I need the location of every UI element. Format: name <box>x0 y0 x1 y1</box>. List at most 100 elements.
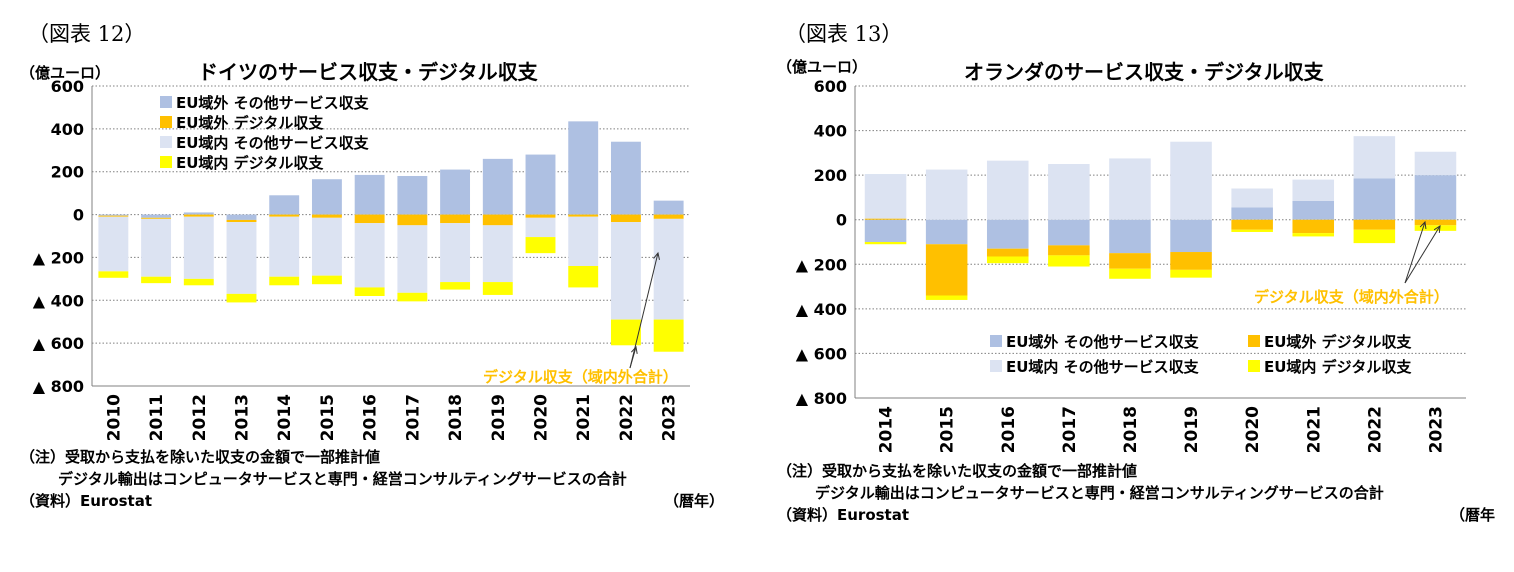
bar-intra_other-2012 <box>183 216 214 279</box>
bar-intra_other-2019 <box>1170 141 1212 220</box>
legend-entry: EU域内 その他サービス収支 <box>1006 358 1200 376</box>
y-tick-label: ▲ 800 <box>796 389 847 408</box>
annotation-arrowhead <box>1419 220 1427 230</box>
x-tick-label: 2012 <box>190 394 210 441</box>
bar-intra_other-2011 <box>141 218 172 277</box>
bar-intra_digital-2010 <box>98 271 129 278</box>
y-tick-label: ▲ 200 <box>796 255 847 274</box>
bar-intra_digital-2023 <box>653 319 684 352</box>
x-tick-label: 2019 <box>489 394 509 441</box>
bar-intra_digital-2015 <box>925 295 968 300</box>
bar-extra_other-2016 <box>354 174 385 215</box>
chart-panel-netherlands: （図表 13） オランダのサービス収支・デジタル収支 （億ユーロ） 600 400… <box>757 0 1514 572</box>
legend-entry: EU域内 デジタル収支 <box>176 154 324 172</box>
note-line-1: （注）受取から支払を除いた収支の金額で一部推計値 <box>20 448 381 466</box>
x-tick-label: 2022 <box>617 394 637 441</box>
bar-extra_digital-2020 <box>525 214 556 218</box>
legend-entry: EU域内 その他サービス収支 <box>176 134 370 152</box>
bar-extra_digital-2017 <box>1048 245 1090 256</box>
bar-intra_other-2022 <box>610 222 641 320</box>
bar-extra_digital-2019 <box>482 214 513 226</box>
note-line-2: デジタル輸出はコンピュータサービスと専門・経営コンサルティングサービスの合計 <box>815 484 1384 502</box>
notes: （注）受取から支払を除いた収支の金額で一部推計値 デジタル輸出はコンピュータサー… <box>20 446 627 512</box>
source-line: （資料）Eurostat <box>20 492 153 510</box>
bar-extra_other-2015 <box>311 179 342 215</box>
bar-extra_other-2017 <box>397 176 428 215</box>
bar-extra_other-2015 <box>925 219 968 245</box>
bar-intra_other-2021 <box>568 216 599 266</box>
bar-intra_other-2014 <box>864 174 907 219</box>
y-tick-label: 400 <box>814 122 847 141</box>
y-unit-label: （億ユーロ） <box>20 64 111 82</box>
legend-entry: EU域外 デジタル収支 <box>1264 333 1412 351</box>
x-unit-label: （暦年 <box>1450 506 1496 524</box>
legend: EU域外 その他サービス収支 EU域外 デジタル収支 EU域内 その他サービス収支 E… <box>160 94 370 172</box>
bar-intra_digital-2023 <box>1414 225 1457 231</box>
legend-swatch-extra_digital <box>160 116 172 128</box>
bar-intra_digital-2011 <box>141 276 172 284</box>
x-tick-label: 2022 <box>1365 406 1385 453</box>
x-tick-label: 2019 <box>1182 406 1202 453</box>
x-tick-label: 2010 <box>104 394 124 441</box>
bar-extra_other-2022 <box>1353 178 1396 220</box>
source-line: （資料）Eurostat <box>777 506 910 524</box>
x-tick-label: 2018 <box>1121 406 1141 453</box>
y-tick-label: ▲ 400 <box>33 291 84 310</box>
legend-swatch-extra_other <box>160 96 172 108</box>
bar-intra_digital-2016 <box>354 287 385 296</box>
legend-entry: EU域外 デジタル収支 <box>176 114 324 132</box>
bar-extra_digital-2019 <box>1170 252 1212 270</box>
bar-intra_other-2020 <box>525 217 556 238</box>
bar-intra_other-2018 <box>440 223 471 283</box>
bar-extra_other-2019 <box>482 158 513 215</box>
y-tick-label: ▲ 200 <box>33 248 84 267</box>
bar-intra_digital-2012 <box>183 278 214 286</box>
note-line-1: （注）受取から支払を除いた収支の金額で一部推計値 <box>777 462 1138 480</box>
y-tick-label: 600 <box>814 77 847 96</box>
annotation-label: デジタル収支（域内外合計） <box>483 368 678 386</box>
y-tick-label: 0 <box>836 211 847 230</box>
bar-intra_other-2017 <box>1048 164 1090 220</box>
x-tick-label: 2013 <box>233 394 253 441</box>
note-line-2: デジタル輸出はコンピュータサービスと専門・経営コンサルティングサービスの合計 <box>58 470 627 488</box>
notes: （注）受取から支払を除いた収支の金額で一部推計値 デジタル輸出はコンピュータサー… <box>777 460 1384 526</box>
bar-extra_digital-2023 <box>653 214 684 219</box>
bar-extra_digital-2010 <box>98 215 129 217</box>
bars <box>98 121 684 352</box>
bar-extra_other-2011 <box>141 214 172 218</box>
bar-extra_other-2017 <box>1048 219 1090 246</box>
bar-intra_digital-2020 <box>1231 229 1273 232</box>
bar-extra_other-2021 <box>568 121 599 215</box>
annotation-arrowhead <box>653 251 660 260</box>
legend-entry: EU域外 その他サービス収支 <box>176 94 370 112</box>
annotation-arrowhead <box>630 345 638 354</box>
bar-intra_digital-2016 <box>986 256 1029 264</box>
bar-intra_digital-2014 <box>269 276 300 286</box>
bar-extra_digital-2014 <box>269 214 300 217</box>
bar-extra_digital-2012 <box>183 214 214 217</box>
bar-intra_digital-2017 <box>397 292 428 302</box>
bar-intra_digital-2015 <box>311 275 342 285</box>
bar-extra_digital-2014 <box>864 218 907 220</box>
y-tick-label: 200 <box>51 163 84 182</box>
legend: EU域外 その他サービス収支 EU域外 デジタル収支 EU域内 その他サービス収支 E… <box>990 333 1412 376</box>
legend-swatch-intra_digital <box>160 156 172 168</box>
x-tick-label: 2014 <box>877 406 897 453</box>
bar-intra_other-2017 <box>397 225 428 293</box>
legend-entry: EU域外 その他サービス収支 <box>1006 333 1200 351</box>
legend-swatch-intra_digital <box>1248 360 1260 372</box>
bar-extra_other-2014 <box>269 195 300 215</box>
x-tick-label: 2018 <box>446 394 466 441</box>
chart-netherlands: 600 400 200 0 ▲ 200 ▲ 400 ▲ 600 ▲ 800 2014 2015 20… <box>796 77 1466 453</box>
bar-intra_digital-2018 <box>1109 268 1151 279</box>
x-tick-label: 2021 <box>1304 406 1324 453</box>
bar-extra_digital-2022 <box>1353 219 1396 230</box>
bars <box>864 136 1457 300</box>
bar-intra_digital-2022 <box>610 319 641 346</box>
x-tick-label: 2020 <box>1243 406 1263 453</box>
bar-intra_other-2018 <box>1109 158 1151 220</box>
bar-extra_other-2020 <box>525 154 556 215</box>
annotation-arrow <box>1404 221 1426 284</box>
bar-extra_other-2012 <box>183 212 214 215</box>
x-tick-label: 2016 <box>361 394 381 441</box>
